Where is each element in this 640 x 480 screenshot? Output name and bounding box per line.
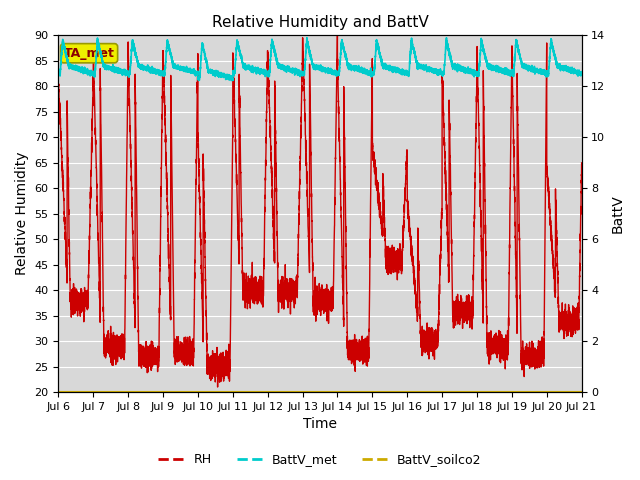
Y-axis label: Relative Humidity: Relative Humidity (15, 152, 29, 276)
Y-axis label: BattV: BattV (611, 194, 625, 233)
Title: Relative Humidity and BattV: Relative Humidity and BattV (212, 15, 428, 30)
X-axis label: Time: Time (303, 418, 337, 432)
Legend: RH, BattV_met, BattV_soilco2: RH, BattV_met, BattV_soilco2 (154, 448, 486, 471)
Text: TA_met: TA_met (63, 47, 115, 60)
